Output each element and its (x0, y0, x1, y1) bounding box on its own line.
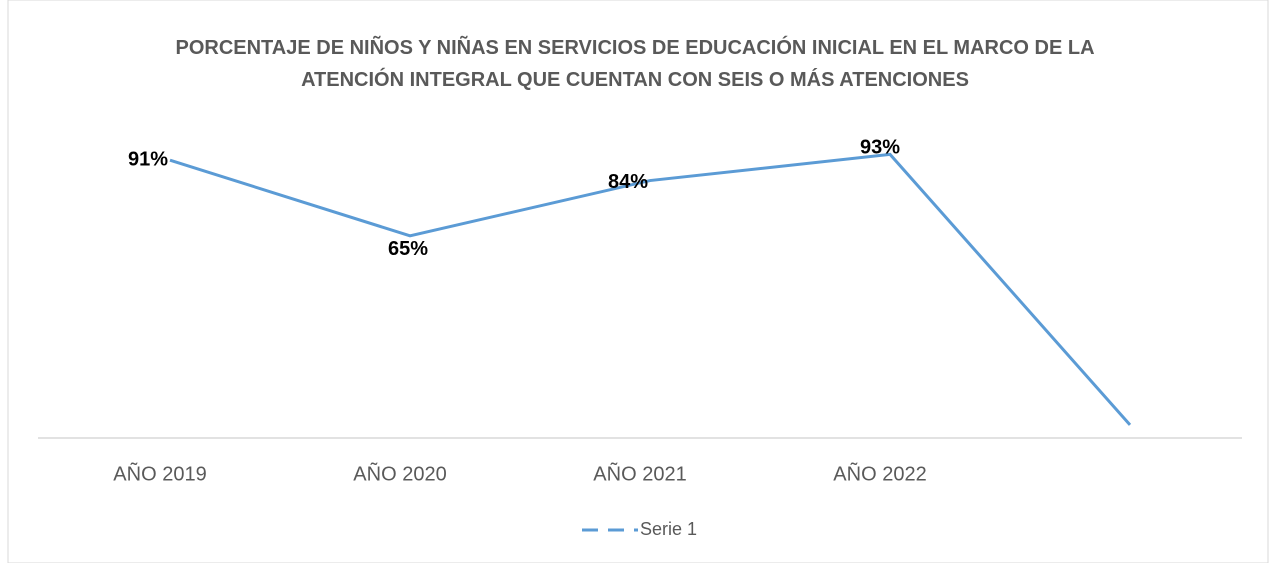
x-tick-label: AÑO 2020 (353, 461, 446, 485)
data-label: 93% (860, 137, 900, 159)
series-line (169, 152, 1132, 426)
x-tick-label: AÑO 2022 (833, 461, 926, 485)
chart-title: PORCENTAJE DE NIÑOS Y NIÑAS EN SERVICIOS… (175, 37, 1095, 91)
data-label: 84% (608, 171, 648, 193)
x-tick-label: AÑO 2021 (593, 461, 686, 485)
x-tick-label: AÑO 2019 (113, 461, 206, 485)
chart-border (7, 0, 1269, 563)
data-label: 65% (388, 238, 428, 260)
data-label: 91% (128, 148, 168, 170)
legend-label: Serie 1 (640, 519, 697, 539)
